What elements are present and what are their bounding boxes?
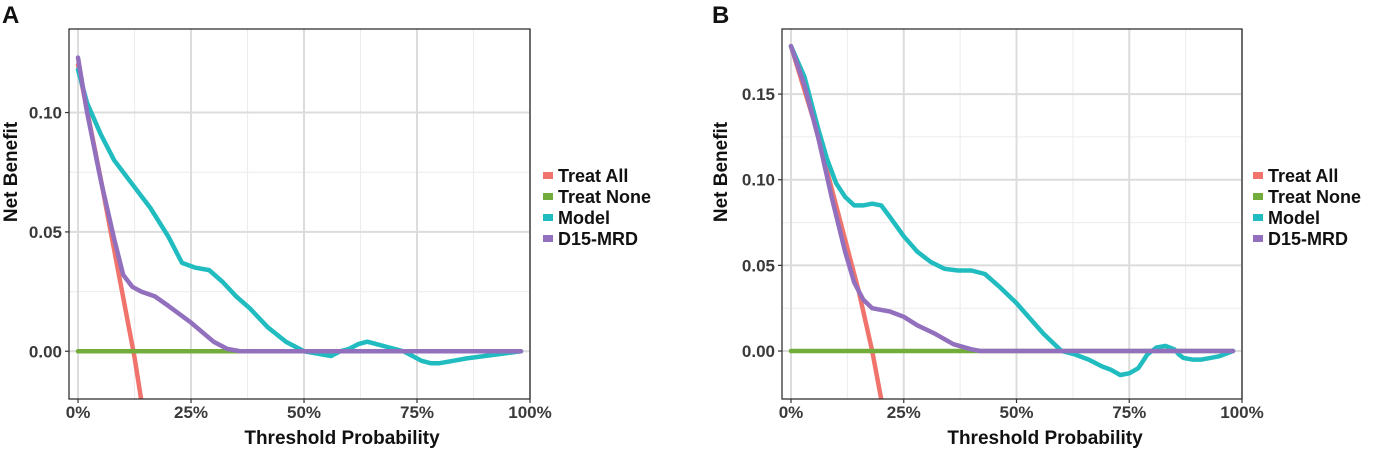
x-tick-label: 25% [887, 403, 921, 422]
y-tick-label: 0.00 [742, 342, 775, 361]
y-tick-label: 0.10 [29, 104, 62, 123]
legend-label: D15-MRD [558, 229, 638, 249]
x-axis-title: Threshold Probability [244, 428, 440, 449]
x-axis-title: Threshold Probability [947, 428, 1143, 449]
panel-a: 0% 25% 50% 75% 100% 0.00 0.05 0.10 Threshold Pro… [1, 2, 651, 449]
legend-key [1253, 214, 1263, 221]
x-tick-label: 50% [287, 403, 321, 422]
legend-label: D15-MRD [1268, 229, 1348, 249]
x-tick-label: 75% [1112, 403, 1146, 422]
panel-b: 0% 25% 50% 75% 100% 0.00 0.05 0.10 0.15 Threshold… [711, 2, 1361, 449]
plot-frame [781, 28, 1243, 400]
legend-key [543, 214, 553, 221]
y-axis-title: Net Benefit [711, 121, 732, 222]
x-tick-label: 100% [1220, 403, 1263, 422]
y-axis-title: Net Benefit [1, 121, 22, 222]
series-line-d15-mrd [75, 55, 524, 354]
x-tick-label: 100% [508, 403, 551, 422]
legend-label: Model [558, 208, 610, 228]
x-tick-label: 75% [400, 403, 434, 422]
legend-label: Treat None [558, 187, 651, 207]
legend-label: Treat All [1268, 166, 1338, 186]
series-line-d15-mrd [788, 43, 1236, 354]
series-group [75, 55, 524, 399]
y-tick-label: 0.10 [742, 171, 775, 190]
y-tick-label: 0.00 [29, 342, 62, 361]
x-tick-label: 0% [779, 403, 804, 422]
legend-key [543, 193, 553, 200]
panel-letter: A [2, 2, 19, 29]
plot-background [782, 29, 1242, 399]
legend-key [543, 172, 553, 179]
panel-letter: B [712, 2, 729, 29]
legend-key [1253, 172, 1263, 179]
x-tick-label: 25% [174, 403, 208, 422]
y-tick-label: 0.15 [742, 85, 775, 104]
x-tick-label: 0% [66, 403, 91, 422]
y-tick-label: 0.05 [29, 223, 62, 242]
legend-label: Model [1268, 208, 1320, 228]
plot-background [69, 29, 530, 399]
legend-label: Treat All [558, 166, 628, 186]
legend-key [1253, 235, 1263, 242]
series-line-model [75, 67, 524, 366]
legend-key [543, 235, 553, 242]
legend-label: Treat None [1268, 187, 1361, 207]
x-tick-label: 50% [999, 403, 1033, 422]
y-tick-label: 0.05 [742, 256, 775, 275]
plot-frame [68, 28, 531, 400]
series-group [788, 43, 1236, 399]
legend-key [1253, 193, 1263, 200]
